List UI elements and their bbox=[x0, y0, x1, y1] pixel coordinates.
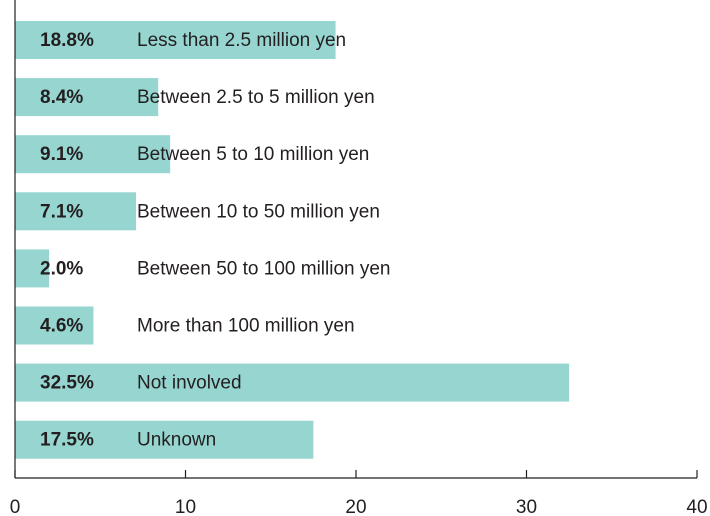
category-label: Between 5 to 10 million yen bbox=[137, 144, 369, 165]
category-label: Between 2.5 to 5 million yen bbox=[137, 87, 375, 108]
bar bbox=[15, 420, 314, 459]
bar bbox=[15, 363, 570, 402]
bar bbox=[15, 21, 336, 59]
x-tick-label: 0 bbox=[10, 497, 21, 516]
category-label: Between 50 to 100 million yen bbox=[137, 258, 391, 279]
value-label: 4.6% bbox=[40, 316, 83, 337]
value-label: 2.0% bbox=[40, 258, 83, 279]
category-label: Unknown bbox=[137, 430, 216, 451]
value-label: 8.4% bbox=[40, 87, 83, 108]
category-label: Between 10 to 50 million yen bbox=[137, 201, 380, 222]
value-label: 18.8% bbox=[40, 30, 94, 51]
x-tick-label: 30 bbox=[516, 497, 537, 516]
value-label: 32.5% bbox=[40, 373, 94, 394]
x-tick-label: 20 bbox=[345, 497, 366, 516]
value-label: 17.5% bbox=[40, 430, 94, 451]
x-tick-label: 40 bbox=[686, 497, 707, 516]
bar bbox=[15, 78, 159, 117]
bar bbox=[15, 306, 94, 345]
category-label: More than 100 million yen bbox=[137, 316, 355, 337]
category-label: Not involved bbox=[137, 373, 242, 394]
bar bbox=[15, 192, 137, 231]
bar bbox=[15, 249, 50, 288]
value-label: 9.1% bbox=[40, 144, 83, 165]
x-tick-label: 10 bbox=[175, 497, 196, 516]
category-label: Less than 2.5 million yen bbox=[137, 30, 346, 51]
bar bbox=[15, 135, 171, 174]
value-label: 7.1% bbox=[40, 201, 83, 222]
